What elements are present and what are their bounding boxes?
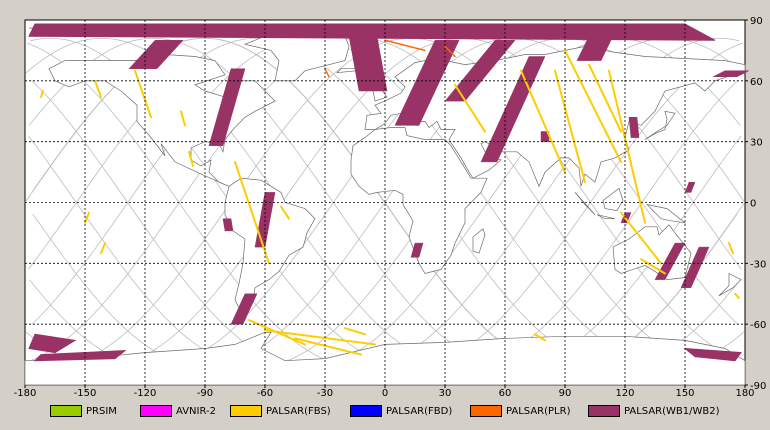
longitude-tick-labels: -180 -150 -120 -90 -60 -30 0 30 60 90 120 150 180 xyxy=(14,385,755,399)
wb-swath xyxy=(576,35,614,61)
observation-swaths xyxy=(28,23,750,362)
lon-tick-label: -120 xyxy=(134,388,157,399)
lon-tick-label: 90 xyxy=(559,388,572,399)
fbs-swath xyxy=(234,160,270,265)
lon-tick-label: -180 xyxy=(14,388,37,399)
legend-swatch-palsar-wb xyxy=(588,405,620,417)
coastline xyxy=(645,203,687,224)
coastline xyxy=(472,228,486,254)
legend-swatch-palsar-fbs xyxy=(230,405,262,417)
lon-tick-label: 30 xyxy=(439,388,452,399)
wb-swath xyxy=(628,117,640,138)
legend-item-palsar-wb: PALSAR(WB1/WB2) xyxy=(588,403,720,419)
lat-tick-label: 60 xyxy=(750,77,763,88)
wb-swath xyxy=(208,68,246,146)
lon-tick-label: -30 xyxy=(317,388,333,399)
orbit-track xyxy=(25,38,739,367)
legend-swatch-prsim xyxy=(50,405,82,417)
fbs-swath xyxy=(588,63,622,133)
wb-swath xyxy=(712,70,750,78)
lat-tick-label: -30 xyxy=(750,259,766,270)
fbs-swath xyxy=(84,211,90,224)
fbs-swath xyxy=(94,79,102,99)
coastline xyxy=(364,46,746,188)
legend-item-palsar-plr: PALSAR(PLR) xyxy=(470,403,570,419)
fbs-swath xyxy=(520,69,566,174)
wb-swath xyxy=(28,333,77,354)
legend-label-palsar-fbs: PALSAR(FBS) xyxy=(266,405,331,417)
lat-tick-label: -60 xyxy=(750,320,766,331)
wb-swath xyxy=(394,40,460,126)
fbs-swath xyxy=(100,242,106,255)
fbs-swath xyxy=(180,110,186,127)
legend-item-palsar-fbs: PALSAR(FBS) xyxy=(230,403,331,419)
graticule xyxy=(25,20,745,385)
lon-tick-label: -60 xyxy=(257,388,273,399)
wb-swath xyxy=(348,35,388,92)
plr-swath xyxy=(384,39,426,52)
fbs-swath xyxy=(620,211,662,265)
legend-label-palsar-wb: PALSAR(WB1/WB2) xyxy=(624,405,720,417)
coastline xyxy=(602,187,624,211)
plr-swath xyxy=(324,67,330,78)
lon-tick-label: 60 xyxy=(499,388,512,399)
fbs-swath xyxy=(554,69,586,184)
legend: PRSIM AVNIR-2 PALSAR(FBS) PALSAR(FBD) PA… xyxy=(50,403,770,419)
legend-label-palsar-fbd: PALSAR(FBD) xyxy=(386,405,453,417)
coastline xyxy=(644,110,676,140)
wb-swath xyxy=(33,349,127,362)
coastline xyxy=(574,192,596,215)
fbs-swath xyxy=(564,49,622,163)
legend-item-avnir2: AVNIR-2 xyxy=(140,403,216,419)
lon-tick-label: 180 xyxy=(735,388,754,399)
lon-tick-label: -150 xyxy=(74,388,97,399)
fbs-swath xyxy=(294,337,362,356)
wb-swath xyxy=(222,218,234,232)
coastline xyxy=(718,272,742,297)
legend-item-palsar-fbd: PALSAR(FBD) xyxy=(350,403,452,419)
fbs-swath xyxy=(640,258,666,275)
wb-swath xyxy=(410,242,424,258)
fbs-swath xyxy=(344,327,366,336)
coastline xyxy=(596,214,616,220)
lat-tick-label: 90 xyxy=(750,16,763,27)
wb-swath xyxy=(654,242,686,280)
fbs-swath xyxy=(454,83,486,133)
legend-item-prsim: PRSIM xyxy=(50,403,117,419)
legend-label-prsim: PRSIM xyxy=(86,405,117,417)
fbs-swath xyxy=(40,89,44,99)
legend-label-avnir2: AVNIR-2 xyxy=(176,405,216,417)
lon-tick-label: 120 xyxy=(615,388,634,399)
fbs-swath xyxy=(608,69,646,224)
coastline xyxy=(224,177,316,313)
legend-swatch-palsar-plr xyxy=(470,405,502,417)
plr-swath xyxy=(444,45,456,58)
lon-tick-label: -90 xyxy=(197,388,213,399)
legend-swatch-avnir2 xyxy=(140,405,172,417)
fbs-swath xyxy=(728,242,734,255)
fbs-swath xyxy=(280,205,290,220)
latitude-tick-labels: 90 60 30 0 -30 -60 -90 xyxy=(745,16,766,392)
legend-label-palsar-plr: PALSAR(PLR) xyxy=(506,405,571,417)
wb-swath xyxy=(683,347,742,362)
fbs-swath xyxy=(264,329,376,346)
fbs-swath xyxy=(734,292,740,299)
lat-tick-label: 30 xyxy=(750,138,763,149)
legend-swatch-palsar-fbd xyxy=(350,405,382,417)
lon-tick-label: 150 xyxy=(675,388,694,399)
lat-tick-label: 0 xyxy=(750,199,756,210)
fbs-swath xyxy=(534,333,546,342)
fbs-swath xyxy=(134,69,152,119)
wb-swath xyxy=(684,181,696,193)
world-coverage-map: -180 -150 -120 -90 -60 -30 0 30 60 90 120 150 180 90… xyxy=(14,16,767,399)
wb-swath xyxy=(128,40,184,69)
wb-swath-arctic xyxy=(28,23,716,41)
fbs-swath xyxy=(188,150,194,167)
wb-swath xyxy=(680,246,710,288)
lon-tick-label: 0 xyxy=(382,388,388,399)
wb-swath xyxy=(480,56,546,163)
lat-tick-label: -90 xyxy=(750,381,766,392)
